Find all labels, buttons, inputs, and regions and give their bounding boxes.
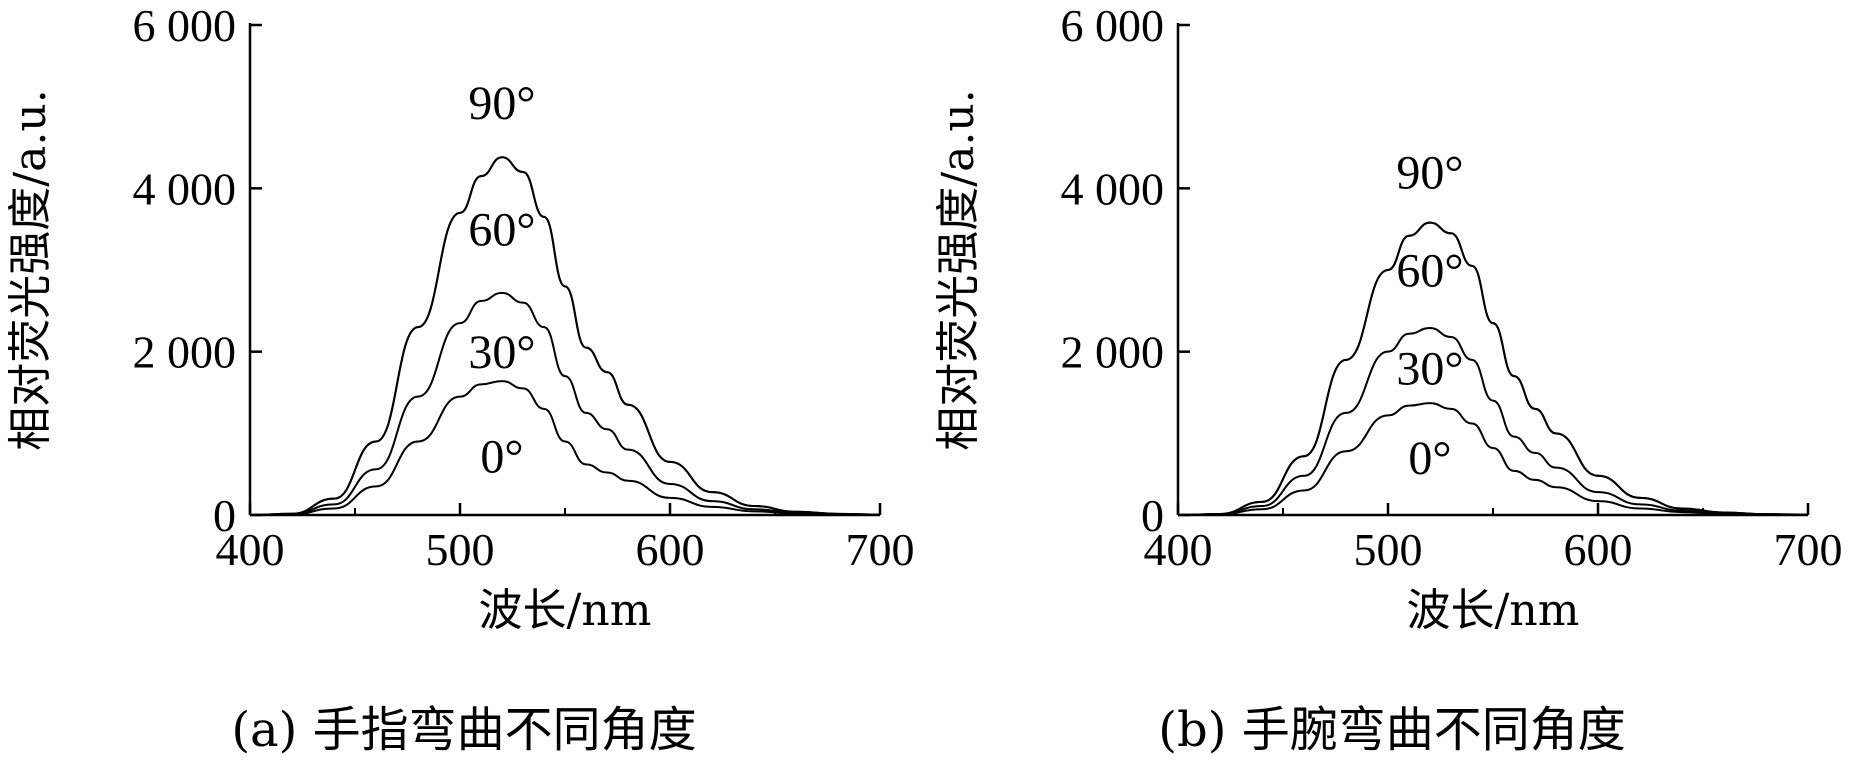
y-tick-label: 0 bbox=[1141, 490, 1164, 541]
y-tick-label: 2 000 bbox=[133, 327, 237, 378]
x-axis-title: 波长/nm bbox=[1407, 585, 1580, 636]
y-tick-label: 2 000 bbox=[1061, 327, 1165, 378]
x-tick-label: 700 bbox=[846, 524, 915, 575]
series-line-30deg bbox=[1177, 326, 1809, 516]
x-tick-label: 400 bbox=[1144, 524, 1213, 575]
chart-a-caption: (a) 手指弯曲不同角度 bbox=[231, 702, 697, 758]
series-label: 60° bbox=[468, 204, 535, 257]
x-tick-label: 700 bbox=[1774, 524, 1843, 575]
chart-panel-b: 0 2 000 4 000 6 000 400 500 600 700 0° 30° 60° 90° 波… bbox=[928, 0, 1856, 775]
series-label: 0° bbox=[480, 431, 523, 484]
x-tick-label: 600 bbox=[1564, 524, 1633, 575]
series-line-60deg bbox=[1177, 221, 1809, 516]
chart-b-plot: 0 2 000 4 000 6 000 400 500 600 700 0° 30° 60° 90° 波… bbox=[933, 0, 1843, 636]
series-label: 30° bbox=[1396, 342, 1463, 395]
y-axis-title: 相对荧光强度/a.u. bbox=[933, 89, 984, 450]
chart-b-caption: (b) 手腕弯曲不同角度 bbox=[1158, 702, 1626, 758]
series-label: 60° bbox=[1396, 244, 1463, 297]
series-line-30deg bbox=[249, 291, 881, 516]
x-tick-label: 500 bbox=[1354, 524, 1423, 575]
y-tick-label: 0 bbox=[213, 490, 236, 541]
series-label: 90° bbox=[1396, 146, 1463, 199]
y-axis-title: 相对荧光强度/a.u. bbox=[5, 89, 56, 450]
x-tick-label: 600 bbox=[636, 524, 705, 575]
series-label: 90° bbox=[468, 77, 535, 130]
series-line-90deg bbox=[1177, 221, 1809, 516]
y-tick-label: 6 000 bbox=[133, 0, 237, 51]
y-tick-label: 4 000 bbox=[1061, 163, 1165, 214]
x-tick-label: 400 bbox=[216, 524, 285, 575]
series-line-0deg bbox=[1177, 402, 1809, 516]
series-label: 0° bbox=[1408, 432, 1451, 485]
series-line-90deg bbox=[249, 156, 881, 516]
y-tick-label: 4 000 bbox=[133, 163, 237, 214]
x-tick-label: 500 bbox=[426, 524, 495, 575]
x-axis-title: 波长/nm bbox=[479, 585, 652, 636]
y-tick-label: 6 000 bbox=[1061, 0, 1165, 51]
series-line-60deg bbox=[249, 156, 881, 516]
series-label: 30° bbox=[468, 326, 535, 379]
chart-panel-a: 0 2 000 4 000 6 000 400 500 600 700 0° 30° 60° 90° 波… bbox=[5, 0, 915, 758]
chart-a-plot: 0 2 000 4 000 6 000 400 500 600 700 0° 30° 60° 90° 波… bbox=[5, 0, 915, 636]
series-line-0deg bbox=[249, 380, 881, 516]
